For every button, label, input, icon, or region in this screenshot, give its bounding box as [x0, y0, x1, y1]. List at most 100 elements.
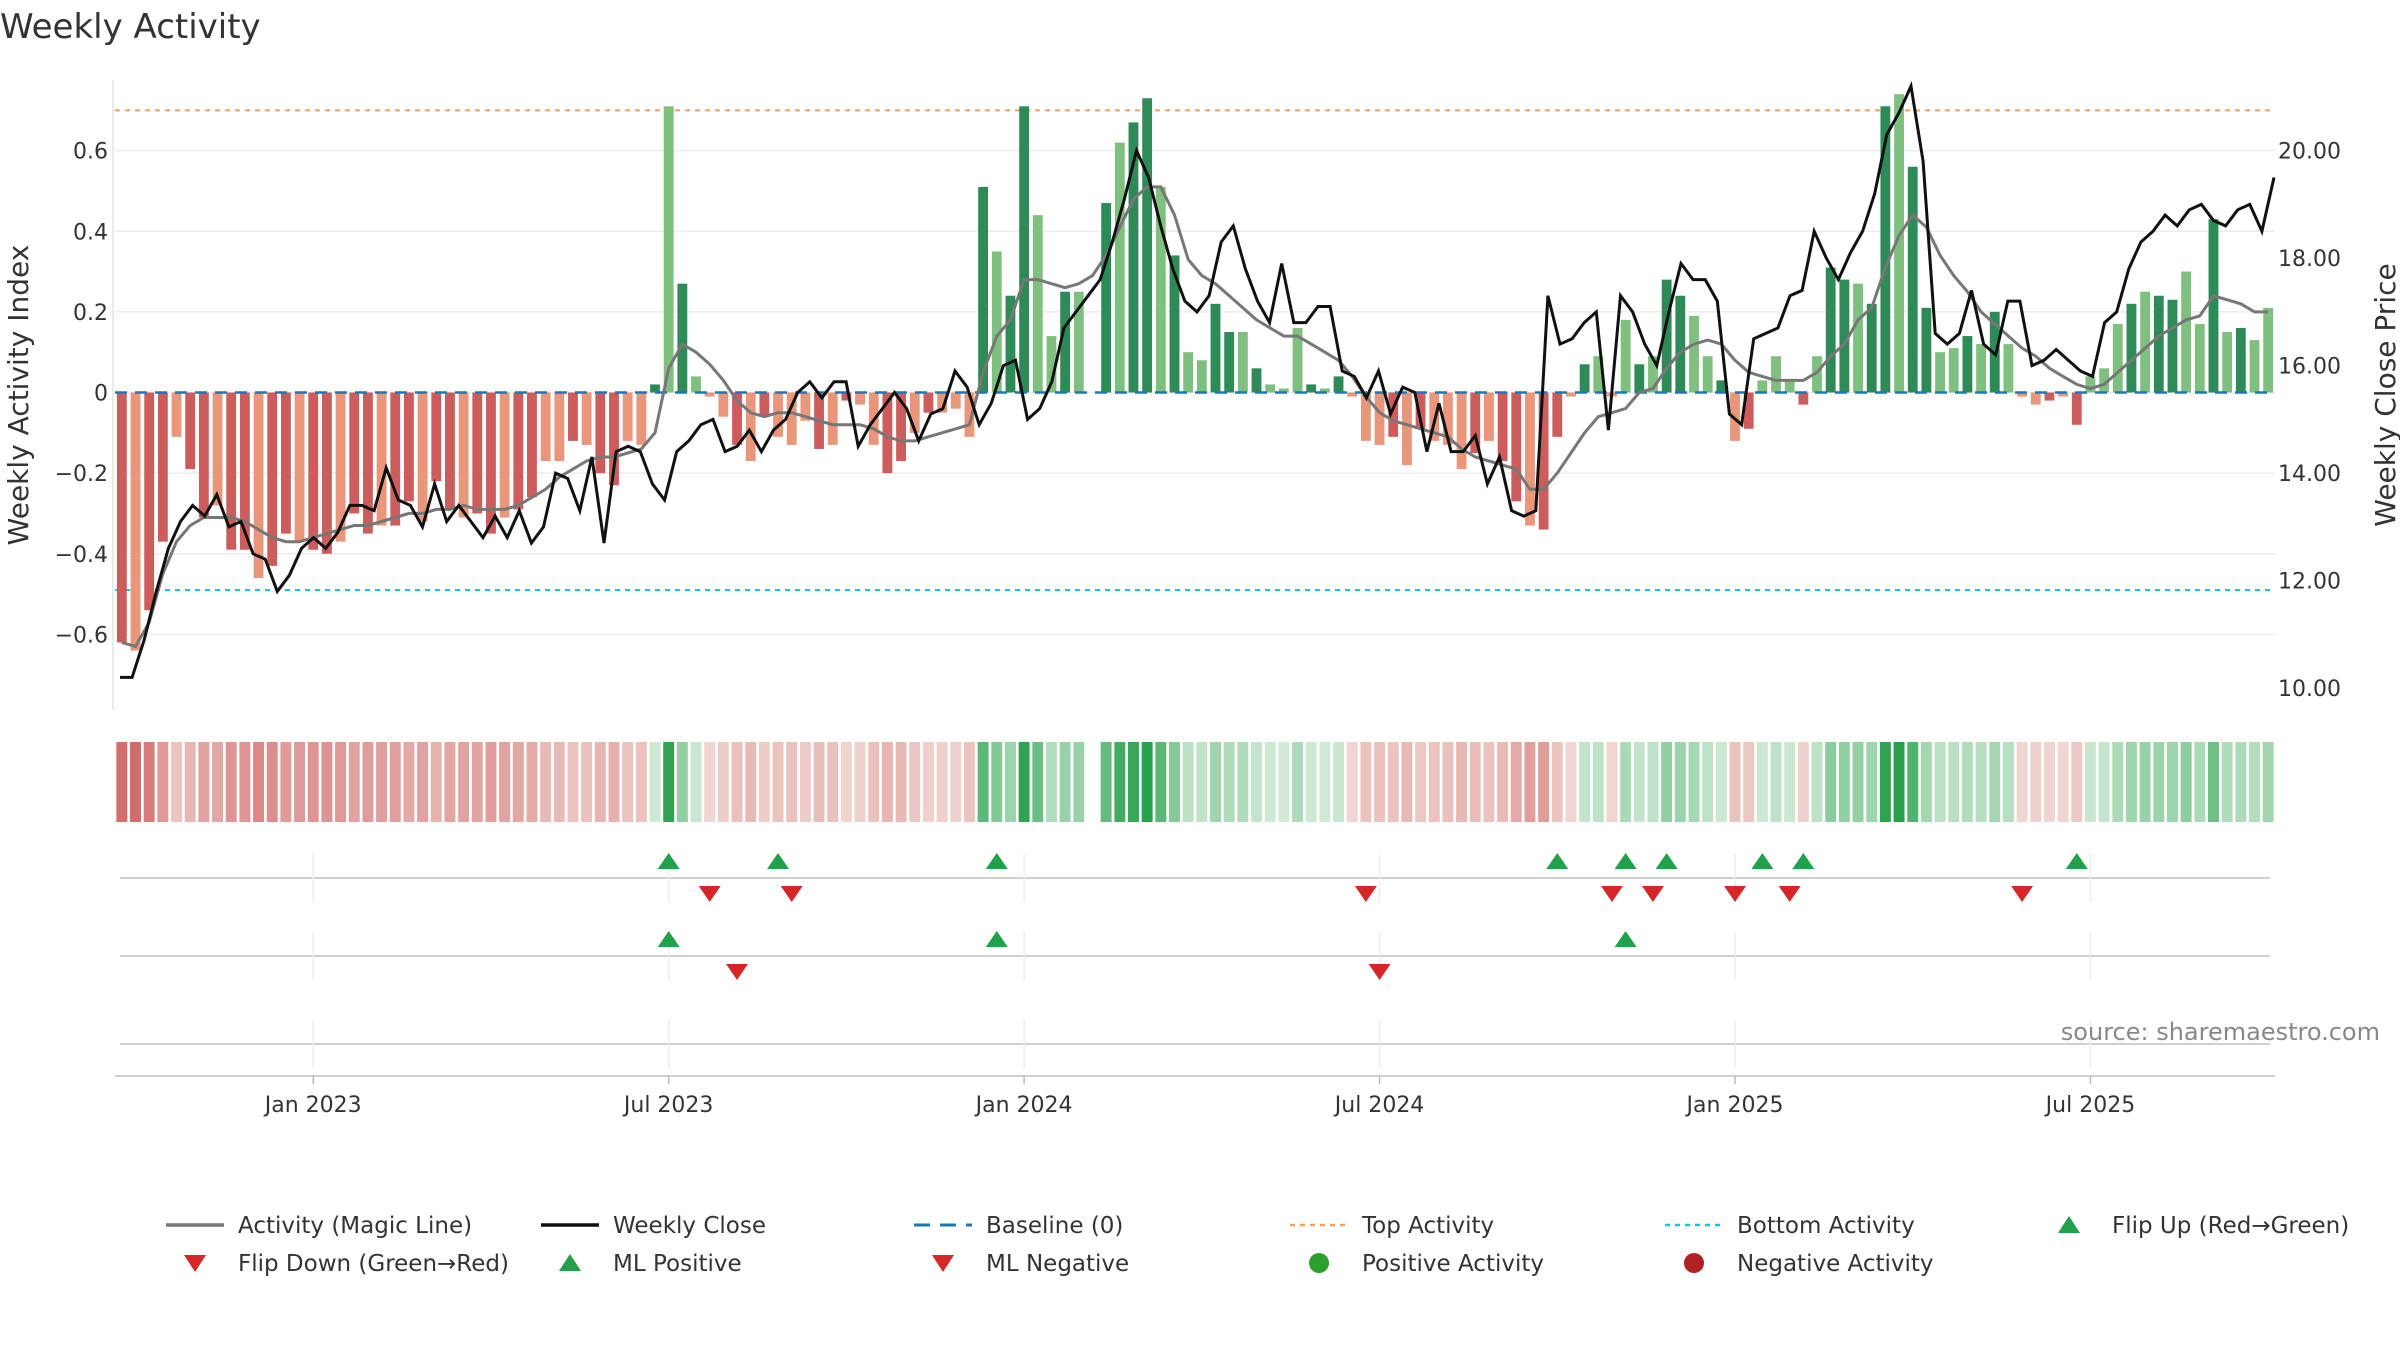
activity-bar: [2194, 323, 2205, 393]
heat-strip-cell: [1989, 742, 2001, 822]
heat-strip-cell: [1784, 742, 1796, 822]
heat-strip-cell: [1852, 742, 1864, 822]
heat-strip-cell: [335, 742, 347, 822]
heat-strip-cell: [239, 742, 251, 822]
flip-up-marker: [767, 853, 790, 869]
activity-bar: [1757, 380, 1768, 393]
activity-bar: [1593, 356, 1604, 393]
activity-bar: [882, 392, 893, 474]
heat-strip-cell: [471, 742, 483, 822]
heat-strip-cell: [594, 742, 606, 822]
activity-bar: [827, 392, 838, 445]
heat-strip-cell: [1100, 742, 1112, 822]
activity-bar: [1566, 392, 1576, 397]
activity-bar: [157, 392, 168, 542]
activity-bar: [950, 392, 961, 409]
activity-bar: [1784, 380, 1795, 393]
activity-bar: [1839, 279, 1850, 393]
right-tick-label: 14.00: [2278, 462, 2341, 487]
heat-strip-cell: [922, 742, 934, 822]
heat-strip-cell: [1387, 742, 1399, 822]
heat-strip-cell: [1032, 742, 1044, 822]
heat-strip-cell: [1893, 742, 1905, 822]
right-tick-label: 20.00: [2278, 140, 2341, 165]
activity-bar: [226, 392, 237, 550]
activity-bar: [239, 392, 250, 550]
activity-bar: [2153, 295, 2164, 393]
heat-strip-cell: [1346, 742, 1358, 822]
activity-bar: [1552, 392, 1563, 437]
heat-strip-cell: [2167, 742, 2178, 822]
heat-strip-cell: [977, 742, 989, 822]
activity-bar: [1921, 307, 1932, 393]
heat-strip-cell: [417, 742, 429, 822]
heat-strip-cell: [704, 742, 716, 822]
activity-bar: [937, 392, 948, 413]
right-tick-label: 16.00: [2278, 355, 2341, 380]
activity-bar: [1935, 352, 1945, 393]
activity-bar: [486, 392, 496, 534]
activity-bar: [2099, 368, 2110, 393]
activity-bar: [1005, 295, 1016, 393]
activity-bar: [581, 392, 592, 445]
legend-label: ML Positive: [613, 1251, 742, 1277]
heat-strip-cell: [663, 742, 675, 822]
activity-bar: [1142, 98, 1153, 393]
heat-strip-cell: [1743, 742, 1755, 822]
heat-strip-cell: [1428, 742, 1440, 822]
heat-strip-cell: [307, 742, 319, 822]
activity-bar: [472, 392, 483, 514]
activity-bar: [1374, 392, 1385, 445]
heat-strip-cell: [950, 742, 962, 822]
activity-bar: [2222, 332, 2233, 393]
flip-up-marker: [1546, 853, 1569, 869]
heat-strip-cell: [690, 742, 702, 822]
heat-strip-cell: [321, 742, 333, 822]
activity-bar: [1155, 186, 1166, 393]
activity-bar: [1771, 356, 1781, 393]
heat-strip-cell: [1688, 742, 1700, 822]
heat-strip-cell: [348, 742, 360, 822]
heat-strip-cell: [1483, 742, 1495, 822]
activity-bar: [404, 392, 414, 502]
heat-strip-cell: [1497, 742, 1509, 822]
activity-bar: [1401, 392, 1412, 466]
flip-up-marker: [1792, 853, 1815, 869]
heat-strip-cell: [130, 742, 141, 822]
heat-strip-cell: [458, 742, 470, 822]
heat-strip-cell: [840, 742, 852, 822]
activity-bar: [745, 392, 756, 462]
heat-strip-cell: [1907, 742, 1919, 822]
activity-bar: [1962, 336, 1973, 393]
heat-strip-cell: [1401, 742, 1413, 822]
flip-down-marker: [1600, 886, 1623, 902]
activity-bar: [2235, 328, 2246, 393]
activity-bar: [1060, 291, 1071, 393]
heat-strip-cell: [717, 742, 729, 822]
activity-bar: [499, 392, 510, 518]
heat-strip-cell: [1770, 742, 1782, 822]
heat-strip-cell: [881, 742, 893, 822]
activity-bar: [1812, 356, 1822, 393]
heat-strip-cell: [403, 742, 415, 822]
heat-strip-cell: [2221, 742, 2233, 822]
heat-strip-cell: [799, 742, 811, 822]
heat-strip-cell: [1879, 742, 1891, 822]
activity-bar: [362, 392, 373, 534]
heat-strip-cell: [1633, 742, 1645, 822]
heat-strip-cell: [157, 742, 169, 822]
activity-bar: [978, 186, 989, 393]
heat-strip-cell: [2002, 742, 2014, 822]
activity-bar: [390, 392, 401, 526]
heat-strip-cell: [772, 742, 784, 822]
legend-label: Bottom Activity: [1737, 1213, 1915, 1239]
heat-strip-cell: [622, 742, 634, 822]
legend-item: ML Negative: [932, 1251, 1129, 1277]
activity-bar: [1470, 392, 1481, 453]
ml-negative-marker: [1368, 964, 1391, 980]
heat-strip-cell: [909, 742, 921, 822]
heat-strip-cell: [868, 742, 880, 822]
heat-strip-cell: [1045, 742, 1057, 822]
activity-bar: [130, 392, 141, 651]
activity-bar: [1251, 368, 1262, 393]
